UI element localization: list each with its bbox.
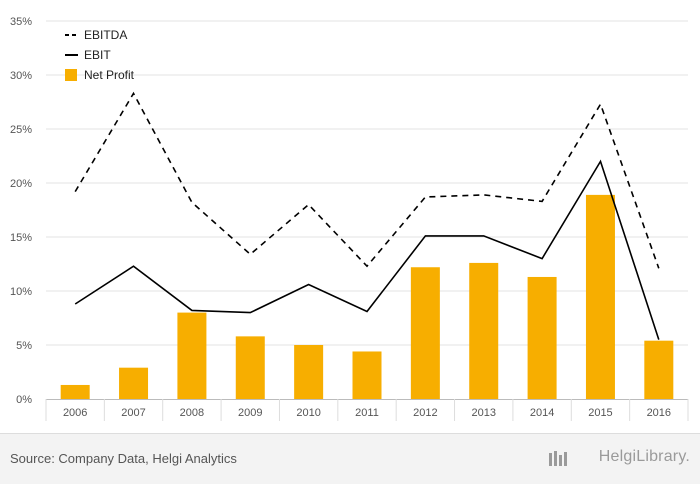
x-tick-label: 2009 [238, 407, 262, 419]
source-note: Source: Company Data, Helgi Analytics [10, 451, 237, 466]
x-tick-label: 2011 [355, 407, 379, 419]
y-axis-ticks: 0% 5% 10% 15% 20% 25% 30% 35% [10, 16, 32, 406]
bar-net-profit [235, 336, 265, 399]
bars [60, 194, 674, 399]
bar-net-profit [410, 267, 440, 399]
y-tick-label: 15% [10, 232, 32, 244]
bar-net-profit [527, 276, 557, 399]
line-ebitda [74, 91, 660, 269]
legend-label: EBIT [84, 48, 111, 62]
x-axis: 2006 2007 2008 2009 2010 2011 2012 2013 2014 2015… [45, 399, 689, 421]
brand-name: HelgiLibrary. [598, 448, 690, 465]
library-logo-icon [549, 451, 567, 466]
x-tick-label: 2008 [180, 407, 204, 419]
x-tick-label: 2014 [530, 407, 554, 419]
x-tick-label: 2012 [413, 407, 437, 419]
y-tick-label: 20% [10, 178, 32, 190]
bar-net-profit [177, 312, 207, 399]
lines [74, 91, 660, 340]
x-tick-label: 2010 [296, 407, 320, 419]
bar-net-profit [294, 345, 324, 399]
legend-label: EBITDA [84, 28, 127, 42]
y-tick-label: 25% [10, 124, 32, 136]
footer: Source: Company Data, Helgi Analytics He… [0, 433, 700, 484]
y-tick-label: 10% [10, 286, 32, 298]
y-tick-label: 35% [10, 16, 32, 28]
x-tick-label: 2006 [63, 407, 87, 419]
x-tick-label: 2013 [471, 407, 495, 419]
legend-swatch [65, 69, 77, 81]
x-tick-label: 2016 [647, 407, 671, 419]
y-tick-label: 0% [16, 394, 32, 406]
bar-net-profit [469, 262, 499, 399]
legend: EBITDA EBIT Net Profit [65, 28, 135, 82]
chart: 0%5%10%15%20%25%30%35% 2006 2007 2008 2009 2… [10, 16, 689, 421]
y-tick-label: 5% [16, 340, 32, 352]
line-ebit [74, 159, 660, 340]
x-tick-label: 2007 [121, 407, 145, 419]
bar-net-profit [644, 340, 674, 399]
bar-net-profit [60, 384, 90, 399]
bar-net-profit [585, 194, 615, 399]
bar-net-profit [352, 351, 382, 399]
legend-label: Net Profit [84, 68, 135, 82]
x-tick-label: 2015 [588, 407, 612, 419]
y-tick-label: 30% [10, 70, 32, 82]
bar-net-profit [119, 367, 149, 399]
